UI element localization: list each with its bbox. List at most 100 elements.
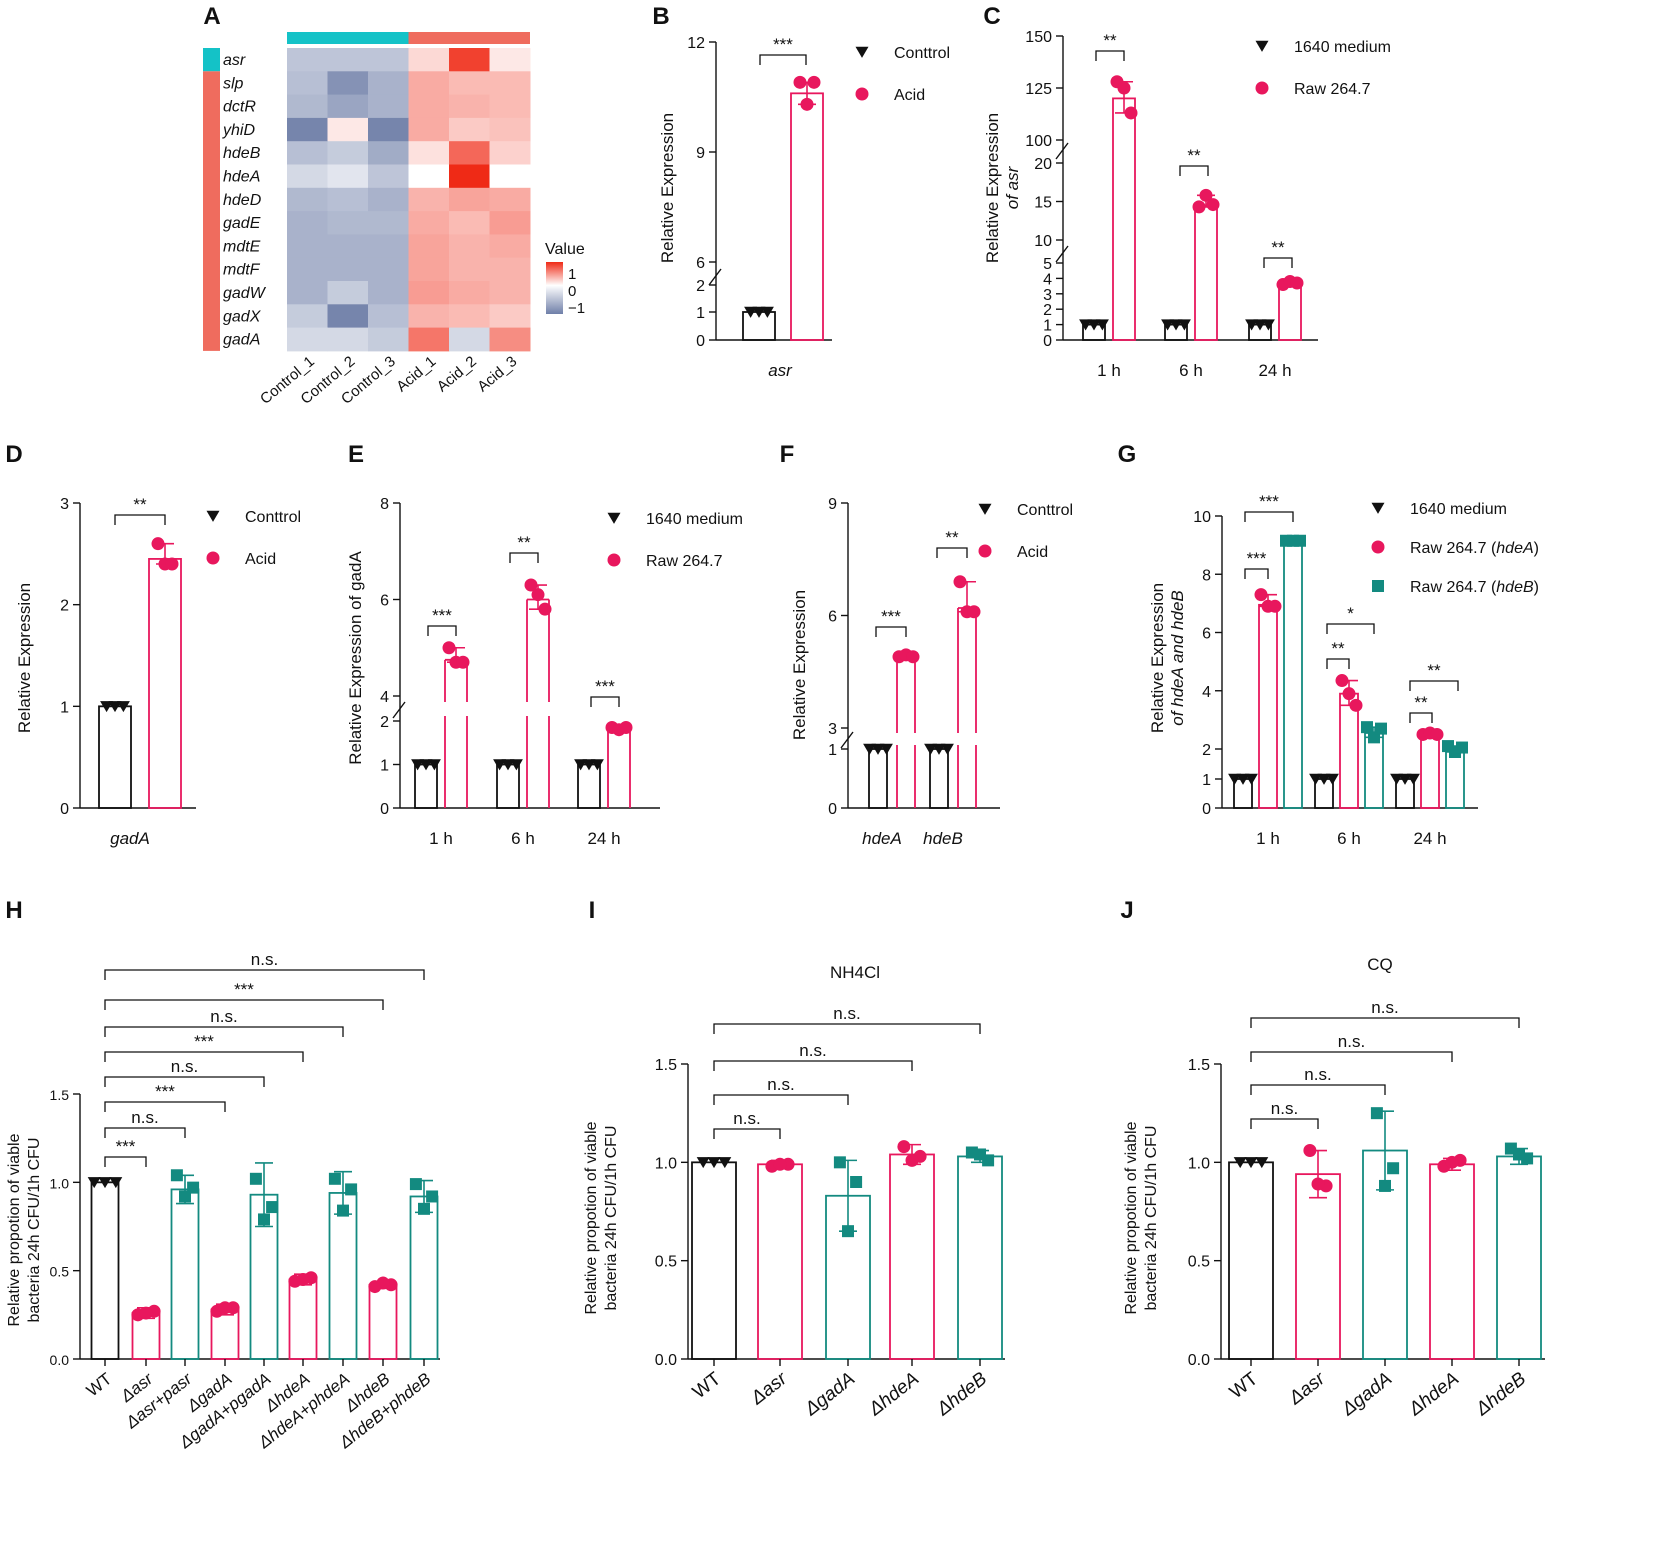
heatmap-cell bbox=[408, 211, 450, 235]
panel-e-y-tick-label: 6 bbox=[380, 593, 389, 610]
panel-c-data-point bbox=[1117, 81, 1131, 95]
panel-g-data-point bbox=[1325, 773, 1339, 785]
panel-c-data-point bbox=[1124, 106, 1138, 120]
panel-g-y-tick-label: 8 bbox=[1202, 567, 1211, 584]
panel-g-data-point bbox=[1335, 674, 1349, 688]
heatmap-cell bbox=[408, 304, 450, 329]
panel-e-data-point bbox=[493, 759, 507, 771]
panel-e-y-tick-label: 2 bbox=[380, 714, 389, 731]
heatmap-cell bbox=[287, 327, 328, 352]
heatmap-cell bbox=[287, 234, 328, 259]
heatmap-column-label: Acid_1 bbox=[393, 353, 439, 396]
panel-e-data-point bbox=[419, 759, 433, 771]
panel-i-x-tick-label: WT bbox=[689, 1368, 726, 1403]
heatmap-legend-colorbar bbox=[546, 262, 563, 314]
panel-c-y-tick-label: 10 bbox=[1034, 233, 1052, 250]
panel-g-data-point bbox=[1361, 721, 1373, 734]
panel-g-significance-bracket bbox=[1409, 680, 1459, 691]
panel-f-data-point bbox=[906, 650, 920, 664]
heatmap-row-label: dctR bbox=[223, 99, 256, 116]
panel-c-data-point bbox=[1169, 319, 1183, 331]
panel-e-bar bbox=[414, 763, 438, 809]
panel-c-y-tick-label: 125 bbox=[1025, 81, 1052, 98]
panel-h-significance-bracket bbox=[104, 969, 425, 980]
panel-i-significance-label: n.s. bbox=[833, 1004, 860, 1023]
panel-j-bar bbox=[1496, 1155, 1542, 1360]
heatmap-cell bbox=[287, 211, 328, 235]
panel-c-y-tick-label: 3 bbox=[1043, 287, 1052, 304]
panel-g-data-point bbox=[1456, 741, 1468, 754]
panel-f-y-tick-label: 9 bbox=[828, 496, 837, 513]
panel-h-data-point bbox=[179, 1190, 191, 1203]
panel-h-bar bbox=[170, 1188, 200, 1360]
panel-g-legend-label: Raw 264.7 (hdeB) bbox=[1410, 579, 1539, 596]
heatmap-legend-title: Value bbox=[545, 241, 585, 258]
legend-text-part: hdeB bbox=[1496, 579, 1534, 596]
heatmap-cell bbox=[287, 94, 328, 119]
panel-e-data-point bbox=[427, 759, 441, 771]
heatmap-row-label: gadE bbox=[223, 215, 261, 232]
heatmap-cell bbox=[327, 141, 369, 165]
heatmap-cell bbox=[327, 234, 369, 259]
panel-f-y-tick-label: 0 bbox=[828, 801, 837, 818]
panel-h-y-title-2: bacteria 24h CFU/1h CFU bbox=[26, 1138, 43, 1323]
panel-b-legend-marker bbox=[855, 46, 869, 58]
panel-j-significance-bracket bbox=[1250, 1118, 1319, 1129]
panel-i-significance-label: n.s. bbox=[767, 1075, 794, 1094]
panel-c-y-tick-label: 20 bbox=[1034, 156, 1052, 173]
panel-h-bar bbox=[90, 1181, 120, 1360]
panel-e-bar bbox=[496, 763, 520, 809]
panel-g-bar bbox=[1258, 603, 1278, 809]
panel-d-significance-label: ** bbox=[133, 495, 147, 514]
panel-b-y-tick-label: 9 bbox=[696, 145, 705, 162]
panel-c-legend-marker bbox=[1255, 81, 1269, 95]
panel-h-data-point bbox=[328, 1172, 341, 1185]
panel-g-data-point bbox=[1390, 773, 1404, 785]
legend-text-part: Raw 264.7 ( bbox=[1410, 540, 1497, 557]
panel-c-legend-marker bbox=[1255, 40, 1269, 52]
heatmap-cell bbox=[368, 117, 409, 142]
panel-e-y-tick-label: 8 bbox=[380, 496, 389, 513]
heatmap-cell bbox=[449, 187, 490, 212]
panel-g-data-point bbox=[1342, 687, 1356, 701]
panel-i-y-tick-label: 0.0 bbox=[655, 1352, 677, 1369]
panel-h-bar bbox=[328, 1192, 358, 1360]
heatmap-cell bbox=[287, 141, 328, 165]
panel-i-data-point bbox=[905, 1153, 919, 1167]
panel-h-significance-bracket bbox=[104, 1051, 304, 1062]
panel-c-y-tick-label: 5 bbox=[1043, 256, 1052, 273]
panel-h-data-point bbox=[296, 1273, 310, 1286]
panel-f-y-tick-label: 3 bbox=[828, 721, 837, 738]
panel-f-y-tick-label: 1 bbox=[828, 742, 837, 759]
panel-i-bar bbox=[757, 1163, 803, 1360]
panel-b-significance-bracket bbox=[759, 54, 807, 65]
panel-i-significance-bracket bbox=[713, 1060, 913, 1071]
legend-text-part: ) bbox=[1534, 540, 1539, 557]
panel-h-significance-label: *** bbox=[155, 1082, 175, 1101]
heatmap-cell bbox=[327, 211, 369, 235]
panel-e-data-point bbox=[531, 588, 545, 602]
panel-g-y-tick-label: 4 bbox=[1202, 684, 1211, 701]
panel-b-data-point bbox=[744, 306, 758, 318]
panel-g-significance-label: ** bbox=[1414, 693, 1428, 712]
panel-c-data-point bbox=[1245, 319, 1259, 331]
panel-c-significance-label: ** bbox=[1187, 146, 1201, 165]
panel-i-data-point bbox=[718, 1157, 732, 1169]
panel-f-data-point bbox=[863, 743, 877, 755]
panel-c-data-point bbox=[1253, 319, 1267, 331]
panel-h-data-point bbox=[109, 1177, 123, 1189]
panel-h-significance-bracket bbox=[104, 1156, 147, 1167]
row-group-bar-asr bbox=[203, 48, 220, 72]
panel-e-label: E bbox=[348, 441, 364, 468]
panel-f-bar-gap bbox=[895, 733, 917, 745]
heatmap-row-label: gadA bbox=[223, 332, 260, 349]
panel-d-legend-label: Conttrol bbox=[245, 509, 301, 526]
panel-h-significance-bracket bbox=[104, 999, 384, 1010]
heatmap-row-label: mdtE bbox=[223, 238, 261, 255]
panel-e-data-point bbox=[590, 759, 604, 771]
panel-j-significance-bracket bbox=[1250, 1084, 1386, 1095]
row-group-bar-others bbox=[203, 71, 220, 351]
panel-c-y-tick-label: 150 bbox=[1025, 29, 1052, 46]
panel-c-y-title: Relative Expression bbox=[983, 113, 1002, 263]
